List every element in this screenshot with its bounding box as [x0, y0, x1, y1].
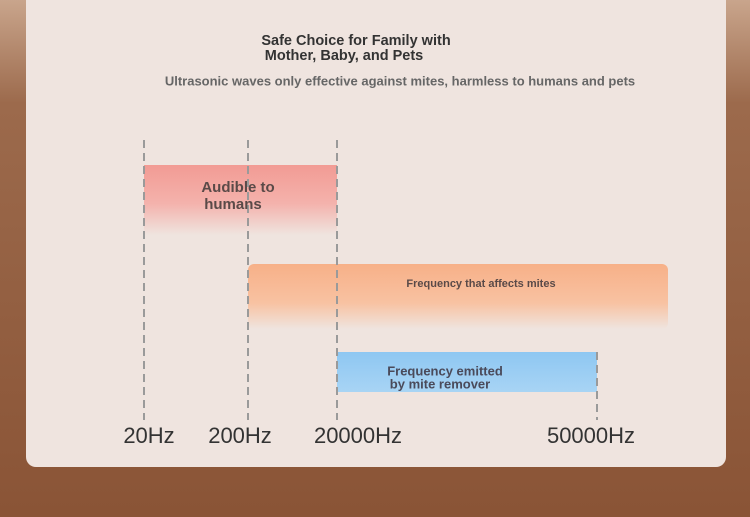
subtitle: Ultrasonic waves only effective against … — [165, 73, 635, 88]
title-line: Mother, Baby, and Pets — [265, 48, 423, 64]
dividers — [143, 140, 598, 420]
axis-label: 200Hz — [208, 423, 272, 448]
band-mites — [248, 264, 668, 329]
band-label: humans — [204, 196, 262, 213]
axis-label: 20Hz — [123, 423, 174, 448]
band-label: Audible to — [201, 179, 274, 196]
band-label: by mite remover — [390, 376, 490, 391]
band-label: Frequency emitted — [387, 363, 503, 378]
card — [26, 0, 726, 467]
band-audible — [144, 165, 337, 235]
axis-label: 20000Hz — [314, 423, 402, 448]
band-label: Frequency that affects mites — [406, 278, 555, 290]
band-remover — [337, 352, 597, 392]
axis-label: 50000Hz — [547, 423, 635, 448]
title-line: Safe Choice for Family with — [261, 33, 450, 49]
